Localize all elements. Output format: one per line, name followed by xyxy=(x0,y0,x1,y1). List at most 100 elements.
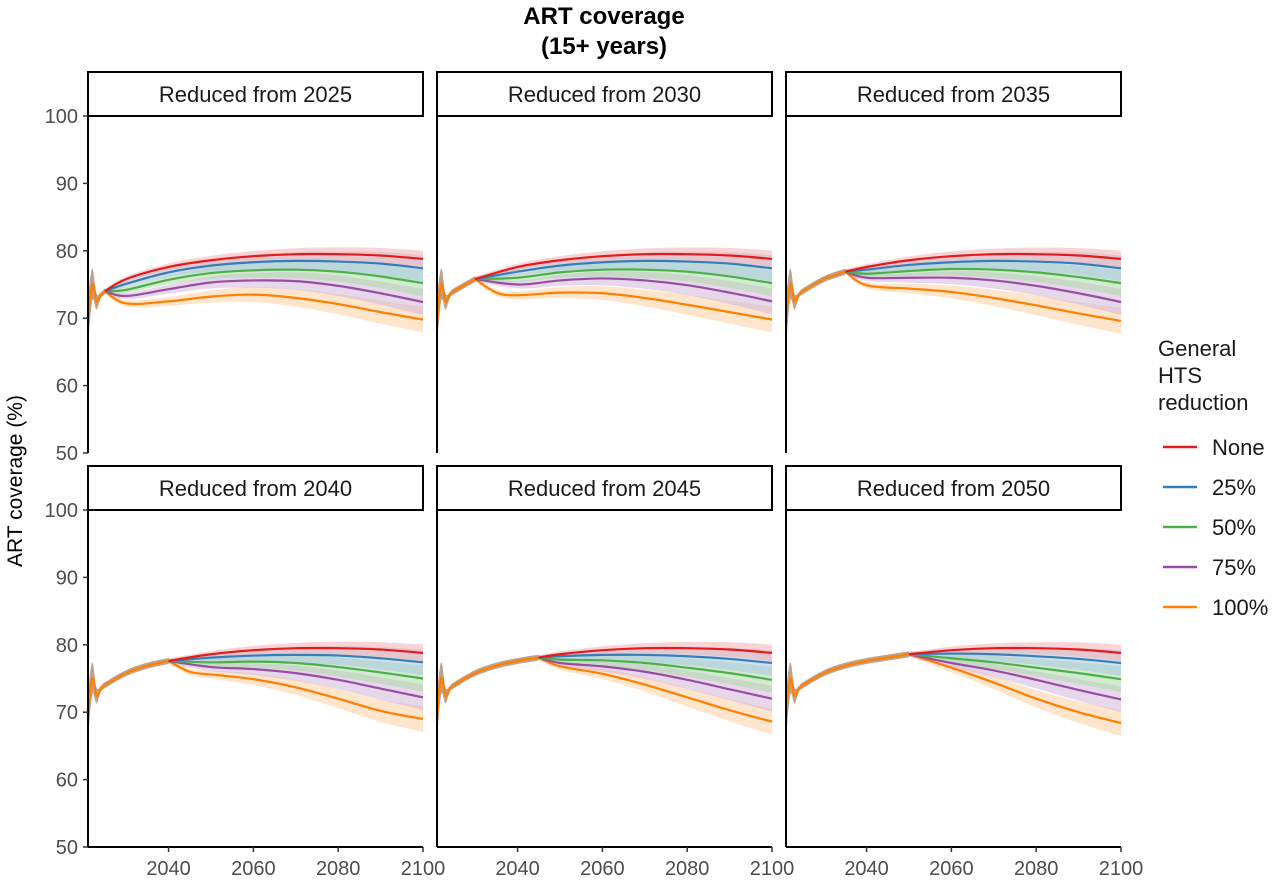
facet-strip-label: Reduced from 2040 xyxy=(159,476,352,501)
series-line-25pct xyxy=(474,259,773,281)
series-line-25pct xyxy=(908,652,1122,665)
x-tick-label: 2040 xyxy=(146,858,191,880)
history-band xyxy=(437,268,476,346)
uncertainty-band xyxy=(475,276,772,333)
y-axis-title: ART coverage (%) xyxy=(4,395,27,567)
series-line-50pct xyxy=(845,267,1122,285)
legend: General HTS reduction None 25% 50% 75% 100% xyxy=(1158,336,1268,620)
facet-strip xyxy=(87,71,424,117)
series-line-100pct xyxy=(908,653,1122,725)
y-tick-label: 80 xyxy=(56,635,78,657)
series-line-100pct xyxy=(474,278,773,321)
history-line xyxy=(435,656,539,716)
x-tick-label: 2080 xyxy=(1014,858,1059,880)
y-tick-label: 100 xyxy=(45,500,78,522)
series-line-100pct xyxy=(538,656,773,723)
x-tick-label: 2060 xyxy=(231,858,276,880)
facet-panel: Reduced from 2050 2040 2060 2080 2100 xyxy=(784,465,1144,880)
series-line-100pct xyxy=(844,270,1122,322)
history-line xyxy=(435,278,476,322)
series-line-75pct xyxy=(908,653,1122,701)
series-line-75pct xyxy=(475,277,773,303)
uncertainty-band xyxy=(908,651,1121,713)
history-band xyxy=(88,268,105,346)
uncertainty-band xyxy=(845,269,1121,334)
facet-strip-label: Reduced from 2050 xyxy=(857,476,1050,501)
series-line-none xyxy=(474,252,773,281)
facet-strip xyxy=(87,465,424,511)
facet-strip-label: Reduced from 2030 xyxy=(508,82,701,107)
uncertainty-band xyxy=(104,247,424,294)
legend-label: 100% xyxy=(1212,595,1268,620)
series-line-50pct xyxy=(475,268,773,285)
series-line-75pct xyxy=(104,279,424,304)
series-line-none xyxy=(538,646,773,659)
series-line-75pct xyxy=(168,659,424,699)
series-line-75pct xyxy=(845,270,1122,304)
facet-strip xyxy=(785,465,1122,511)
facet-strip xyxy=(785,71,1122,117)
legend-label: None xyxy=(1212,435,1265,460)
series-line-25pct xyxy=(104,259,424,293)
x-tick-label: 2080 xyxy=(316,858,361,880)
y-tick-label: 50 xyxy=(56,443,78,465)
facet-panel: Reduced from 2025 50 60 70 80 90 100 xyxy=(45,71,424,465)
history-line xyxy=(86,282,106,322)
uncertainty-band xyxy=(908,651,1121,736)
history-band xyxy=(786,268,846,346)
facet-panel: Reduced from 2045 2040 2060 2080 2100 xyxy=(435,465,795,880)
series-line-50pct xyxy=(538,656,773,681)
x-tick-label: 2040 xyxy=(495,858,540,880)
series-line-50pct xyxy=(104,268,424,293)
legend-items: None 25% 50% 75% 100% xyxy=(1163,435,1268,620)
y-tick-label: 70 xyxy=(56,308,78,330)
legend-label: 25% xyxy=(1212,475,1256,500)
x-tick-label: 2100 xyxy=(1099,858,1144,880)
x-tick-label: 2080 xyxy=(665,858,710,880)
legend-label: 50% xyxy=(1212,515,1256,540)
series-line-none xyxy=(845,252,1122,273)
y-tick-label: 60 xyxy=(56,376,78,398)
x-tick-label: 2060 xyxy=(580,858,625,880)
series-line-100pct xyxy=(104,290,424,321)
history-line xyxy=(784,270,846,322)
x-tick-label: 2060 xyxy=(929,858,974,880)
y-tick-label: 70 xyxy=(56,702,78,724)
series-line-25pct xyxy=(538,653,773,665)
series-line-25pct xyxy=(168,653,424,664)
series-line-none xyxy=(908,646,1122,656)
series-line-50pct xyxy=(168,659,424,680)
y-tick-label: 60 xyxy=(56,770,78,792)
uncertainty-band xyxy=(908,642,1121,662)
facet-strip-label: Reduced from 2045 xyxy=(508,476,701,501)
uncertainty-band xyxy=(104,272,424,316)
history-line xyxy=(86,659,169,716)
chart-subtitle: (15+ years) xyxy=(541,33,667,60)
legend-title-line-2: HTS xyxy=(1158,363,1202,388)
series-line-none xyxy=(168,646,424,663)
y-tick-label: 50 xyxy=(56,837,78,859)
facet-strip xyxy=(436,71,773,117)
chart-title: ART coverage xyxy=(523,3,684,30)
facet-panel: Reduced from 2030 xyxy=(435,71,773,453)
facet-panel: Reduced from 2035 xyxy=(784,71,1122,453)
facet-panel: Reduced from 2040 50 60 70 80 90 100 2040 2060 20… xyxy=(45,465,445,880)
facet-strip xyxy=(436,465,773,511)
facet-strip-label: Reduced from 2025 xyxy=(159,82,352,107)
legend-title-line-3: reduction xyxy=(1158,390,1249,415)
history-line xyxy=(784,653,910,716)
y-tick-label: 90 xyxy=(56,173,78,195)
uncertainty-band xyxy=(538,655,772,712)
x-tick-label: 2100 xyxy=(750,858,795,880)
y-tick-label: 100 xyxy=(45,106,78,128)
history-band xyxy=(88,657,169,740)
series-line-25pct xyxy=(845,259,1122,273)
uncertainty-band xyxy=(168,641,423,664)
y-tick-label: 80 xyxy=(56,241,78,263)
legend-title-line-1: General xyxy=(1158,336,1236,361)
x-tick-label: 2040 xyxy=(844,858,889,880)
uncertainty-band xyxy=(538,641,772,662)
y-tick-label: 90 xyxy=(56,567,78,589)
